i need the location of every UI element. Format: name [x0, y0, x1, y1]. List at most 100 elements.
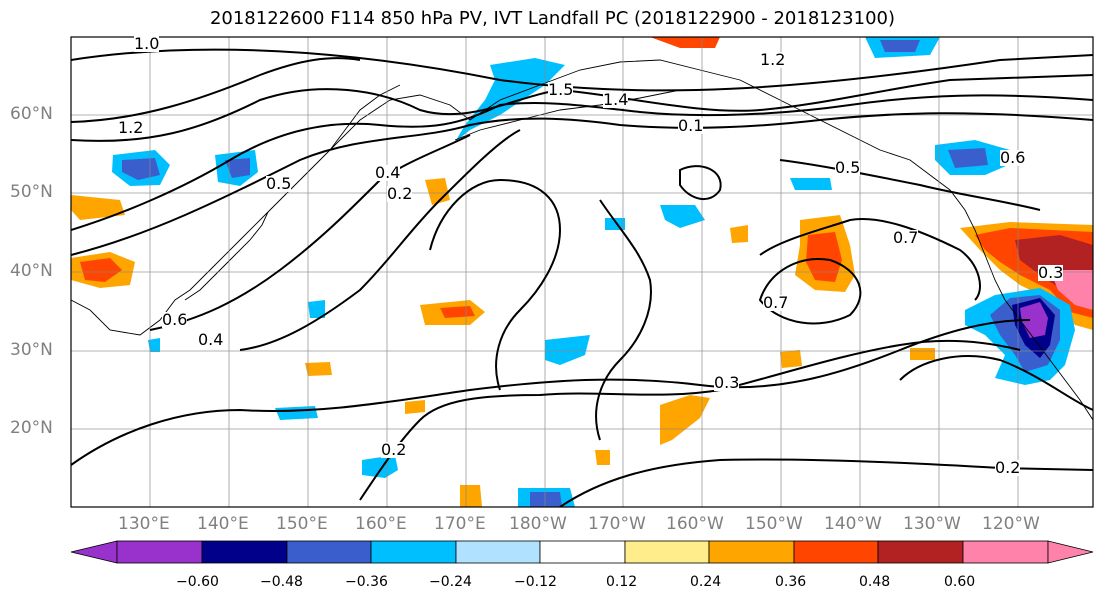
shading-positive	[425, 178, 450, 205]
contour-label: 0.4	[198, 330, 224, 349]
lon-tick-label: 130°E	[118, 514, 170, 534]
contour-label: 0.6	[162, 310, 188, 329]
contour-line	[429, 178, 562, 391]
colorbar-segment	[370, 540, 457, 564]
contour-label: 0.1	[678, 116, 704, 135]
lon-tick-label: 150°W	[745, 514, 803, 534]
contour-label: 0.5	[266, 174, 292, 193]
colorbar-segment	[116, 540, 203, 564]
colorbar-segment	[1047, 540, 1094, 564]
colorbar-segment	[877, 540, 964, 564]
colorbar	[70, 540, 1094, 564]
contour-line	[758, 258, 862, 325]
shading-negative	[790, 178, 832, 190]
colorbar-label: −0.24	[429, 574, 472, 590]
contour-line	[779, 159, 1041, 211]
colorbar-segment	[201, 540, 288, 564]
colorbar-label: 0.12	[606, 574, 638, 590]
lon-tick-label: 180°W	[509, 514, 567, 534]
coastline-japan	[184, 211, 269, 301]
contour-label: 0.2	[995, 458, 1021, 477]
colorbar-label: 0.36	[775, 574, 807, 590]
contour-label: 0.2	[387, 184, 413, 203]
shading-negative	[148, 338, 160, 352]
contour-label: 1.0	[134, 34, 160, 53]
contour-line	[71, 112, 1093, 256]
shading-positive	[660, 395, 710, 445]
contour-label: 0.3	[714, 373, 740, 392]
lon-tick-label: 140°W	[824, 514, 882, 534]
contour-line	[899, 355, 1093, 411]
contour-label: 1.4	[603, 90, 629, 109]
contour-label: 0.7	[893, 228, 919, 247]
contour-label: 0.5	[835, 158, 861, 177]
colorbar-segment	[962, 540, 1049, 564]
shading-negative	[308, 300, 325, 318]
colorbar-segment	[286, 540, 372, 564]
shading-positive	[595, 450, 610, 465]
shading-negative	[880, 40, 920, 52]
contour-layer	[71, 48, 1093, 507]
lon-tick-label: 170°W	[588, 514, 646, 534]
colorbar-segment	[70, 540, 118, 564]
contour-label: 0.3	[1038, 263, 1064, 282]
map-title: 2018122600 F114 850 hPa PV, IVT Landfall…	[209, 8, 896, 29]
colorbar-label: 0.24	[690, 574, 722, 590]
lat-tick-label: 60°N	[10, 104, 53, 124]
contour-line	[71, 94, 1093, 231]
lon-tick-label: 150°E	[276, 514, 328, 534]
colorbar-label: 0.60	[944, 574, 976, 590]
lon-tick-label: 120°W	[982, 514, 1040, 534]
contour-label: 0.7	[763, 293, 789, 312]
contour-line	[679, 165, 722, 200]
lon-tick-label: 140°E	[197, 514, 249, 534]
contour-line	[71, 57, 361, 123]
shading-negative	[362, 455, 398, 478]
shading-positive	[71, 195, 125, 220]
shading-positive	[806, 232, 842, 282]
shading-positive	[780, 350, 802, 368]
colorbar-label: −0.48	[260, 574, 303, 590]
coastline-aleutians	[454, 89, 681, 141]
contour-line	[149, 134, 471, 331]
shading-negative	[948, 148, 988, 168]
colorbar-segment	[455, 540, 541, 564]
shading-negative	[275, 406, 318, 420]
shading-layer	[71, 37, 1093, 507]
shading-positive	[440, 306, 475, 318]
contour-label: 0.4	[375, 163, 401, 182]
colorbar-label: −0.36	[345, 574, 388, 590]
lon-tick-label: 160°E	[355, 514, 407, 534]
contour-line	[239, 129, 521, 351]
contour-label: 1.2	[118, 118, 144, 137]
shading-positive	[730, 225, 748, 243]
shading-positive	[650, 37, 720, 48]
colorbar-segment	[624, 540, 710, 564]
gridlines	[71, 37, 1093, 507]
contour-line	[71, 48, 1093, 92]
map-frame-border	[70, 36, 1094, 508]
lon-tick-label: 170°E	[434, 514, 486, 534]
shading-negative	[660, 205, 705, 228]
shading-positive	[460, 485, 482, 507]
colorbar-label: −0.12	[514, 574, 557, 590]
shading-negative	[225, 158, 250, 178]
contour-label: 1.2	[760, 50, 786, 69]
colorbar-segment	[539, 540, 626, 564]
lat-tick-label: 30°N	[10, 340, 53, 360]
coastline-asia	[71, 94, 471, 336]
shading-positive	[305, 362, 332, 376]
colorbar-segment	[793, 540, 879, 564]
lon-tick-label: 130°W	[903, 514, 961, 534]
colorbar-segment	[708, 540, 795, 564]
shading-negative	[122, 158, 160, 180]
contour-line	[759, 218, 981, 301]
shading-positive	[80, 258, 122, 282]
shading-positive	[405, 400, 425, 414]
contour-label: 0.6	[1000, 148, 1026, 167]
contour-line	[595, 199, 652, 441]
shading-negative	[545, 335, 590, 365]
lat-tick-label: 50°N	[10, 182, 53, 202]
contour-line	[359, 339, 1021, 501]
